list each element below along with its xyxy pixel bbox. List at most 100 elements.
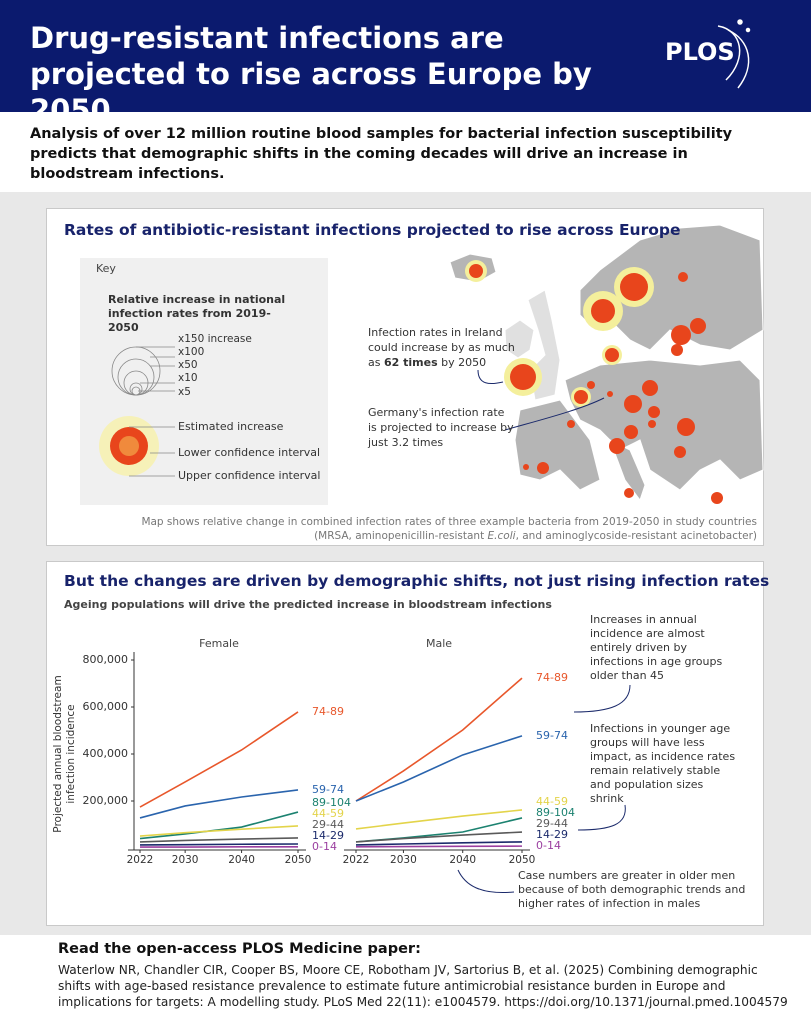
panel-title: But the changes are driven by demographi… bbox=[64, 572, 770, 590]
series-line bbox=[139, 843, 299, 846]
series-line bbox=[355, 845, 523, 848]
note-highlight: 62 times bbox=[383, 356, 438, 369]
series-line bbox=[355, 809, 523, 830]
x-tick-label: 2030 bbox=[172, 854, 199, 866]
bubble bbox=[677, 418, 695, 436]
chart-note: Infections in younger age groups will ha… bbox=[590, 722, 736, 805]
key-heading: Key bbox=[96, 262, 116, 275]
series-line bbox=[139, 837, 299, 843]
series-label: 89-104 bbox=[536, 806, 575, 819]
bubble bbox=[523, 464, 529, 470]
series-label: 74-89 bbox=[312, 705, 344, 718]
x-tick-label: 2022 bbox=[343, 854, 370, 866]
series-label: 14-29 bbox=[312, 829, 344, 842]
series-label: 14-29 bbox=[536, 828, 568, 841]
map-bubbles bbox=[465, 260, 723, 504]
caption-text: , and aminoglycoside-resistant acinetoba… bbox=[515, 530, 757, 542]
key-leader bbox=[136, 346, 175, 392]
series-line bbox=[139, 711, 299, 808]
bubble bbox=[674, 446, 686, 458]
bubble bbox=[614, 267, 654, 307]
note-text: by 2050 bbox=[441, 356, 487, 369]
key-ring: Lower confidence interval bbox=[178, 446, 321, 459]
key-rings bbox=[99, 416, 175, 477]
key-size: x10 bbox=[178, 372, 198, 384]
y-tick-label: 600,000 bbox=[83, 700, 129, 713]
y-axis-label: Projected annual bloodstreaminfection in… bbox=[52, 675, 77, 832]
caption-italic: E.coli bbox=[487, 530, 516, 542]
key-size: x100 bbox=[178, 346, 205, 358]
intro: Analysis of over 12 million routine bloo… bbox=[30, 126, 733, 182]
bubble bbox=[587, 381, 595, 389]
series-label: 0-14 bbox=[312, 840, 337, 853]
key-size: x50 bbox=[178, 359, 198, 371]
series-label: 29-44 bbox=[312, 818, 344, 831]
germany-note: Germany's infection rate is projected to… bbox=[368, 406, 514, 449]
land bbox=[514, 399, 601, 491]
bubble bbox=[678, 272, 688, 282]
header-band bbox=[0, 0, 811, 112]
bubble bbox=[690, 318, 706, 334]
estimate-ring bbox=[119, 436, 139, 456]
series-line bbox=[355, 677, 523, 802]
bubble bbox=[671, 344, 683, 356]
land bbox=[609, 438, 646, 502]
bubble bbox=[609, 438, 625, 454]
land bbox=[564, 359, 764, 491]
bubble bbox=[648, 420, 656, 428]
key-circle bbox=[129, 382, 143, 396]
bubble bbox=[642, 380, 658, 396]
key-ring: Upper confidence interval bbox=[178, 469, 321, 482]
x-tick-label: 2030 bbox=[390, 854, 417, 866]
bubble bbox=[537, 462, 549, 474]
series-label: 29-44 bbox=[536, 817, 568, 830]
series-line bbox=[355, 841, 523, 846]
bubble bbox=[602, 345, 622, 365]
series-label: 59-74 bbox=[536, 729, 568, 742]
chart-title: Female bbox=[199, 637, 239, 650]
dot bbox=[737, 19, 743, 25]
key-circle bbox=[117, 358, 155, 396]
page-title: Drug-resistant infections are projected … bbox=[30, 21, 592, 127]
x-tick-label: 2040 bbox=[228, 854, 255, 866]
arrow bbox=[504, 397, 605, 431]
chart-title: Male bbox=[426, 637, 452, 650]
key-sizes bbox=[111, 346, 175, 396]
series-line bbox=[355, 817, 523, 843]
bubble bbox=[607, 391, 613, 397]
dot bbox=[745, 27, 751, 33]
key-size: x5 bbox=[178, 386, 191, 398]
logo: PLOS bbox=[665, 38, 735, 66]
chart-note: Case numbers are greater in older men be… bbox=[518, 869, 746, 910]
bubble bbox=[624, 488, 634, 498]
series-label: 74-89 bbox=[536, 671, 568, 684]
ireland-note: Infection rates in Ireland could increas… bbox=[368, 325, 518, 370]
citation: Waterlow NR, Chandler CIR, Cooper BS, Mo… bbox=[58, 963, 788, 1009]
bubble bbox=[624, 395, 642, 413]
key-ring: Estimated increase bbox=[178, 420, 284, 433]
swoosh bbox=[717, 25, 741, 81]
x-tick-label: 2050 bbox=[285, 854, 312, 866]
chart-panel bbox=[46, 561, 764, 926]
y-tick-label: 400,000 bbox=[83, 747, 129, 760]
series-line bbox=[355, 831, 523, 843]
series-line bbox=[139, 825, 299, 837]
series-line bbox=[355, 735, 523, 802]
key-leader bbox=[129, 426, 175, 477]
key-subheading: Relative increase in national infection … bbox=[108, 293, 286, 334]
arrow bbox=[577, 804, 626, 831]
y-tick-label: 800,000 bbox=[83, 653, 129, 666]
series-label: 59-74 bbox=[312, 783, 344, 796]
x-tick-label: 2050 bbox=[509, 854, 536, 866]
chart-arrows bbox=[457, 684, 631, 894]
series-label: 0-14 bbox=[536, 839, 561, 852]
x-tick-label: 2022 bbox=[127, 854, 154, 866]
map-caption: Map shows relative change in combined in… bbox=[90, 515, 757, 543]
arrow bbox=[573, 684, 631, 713]
bubble bbox=[648, 406, 660, 418]
bubble bbox=[583, 291, 623, 331]
bubble bbox=[571, 387, 591, 407]
bubble bbox=[711, 492, 723, 504]
land bbox=[579, 224, 764, 351]
